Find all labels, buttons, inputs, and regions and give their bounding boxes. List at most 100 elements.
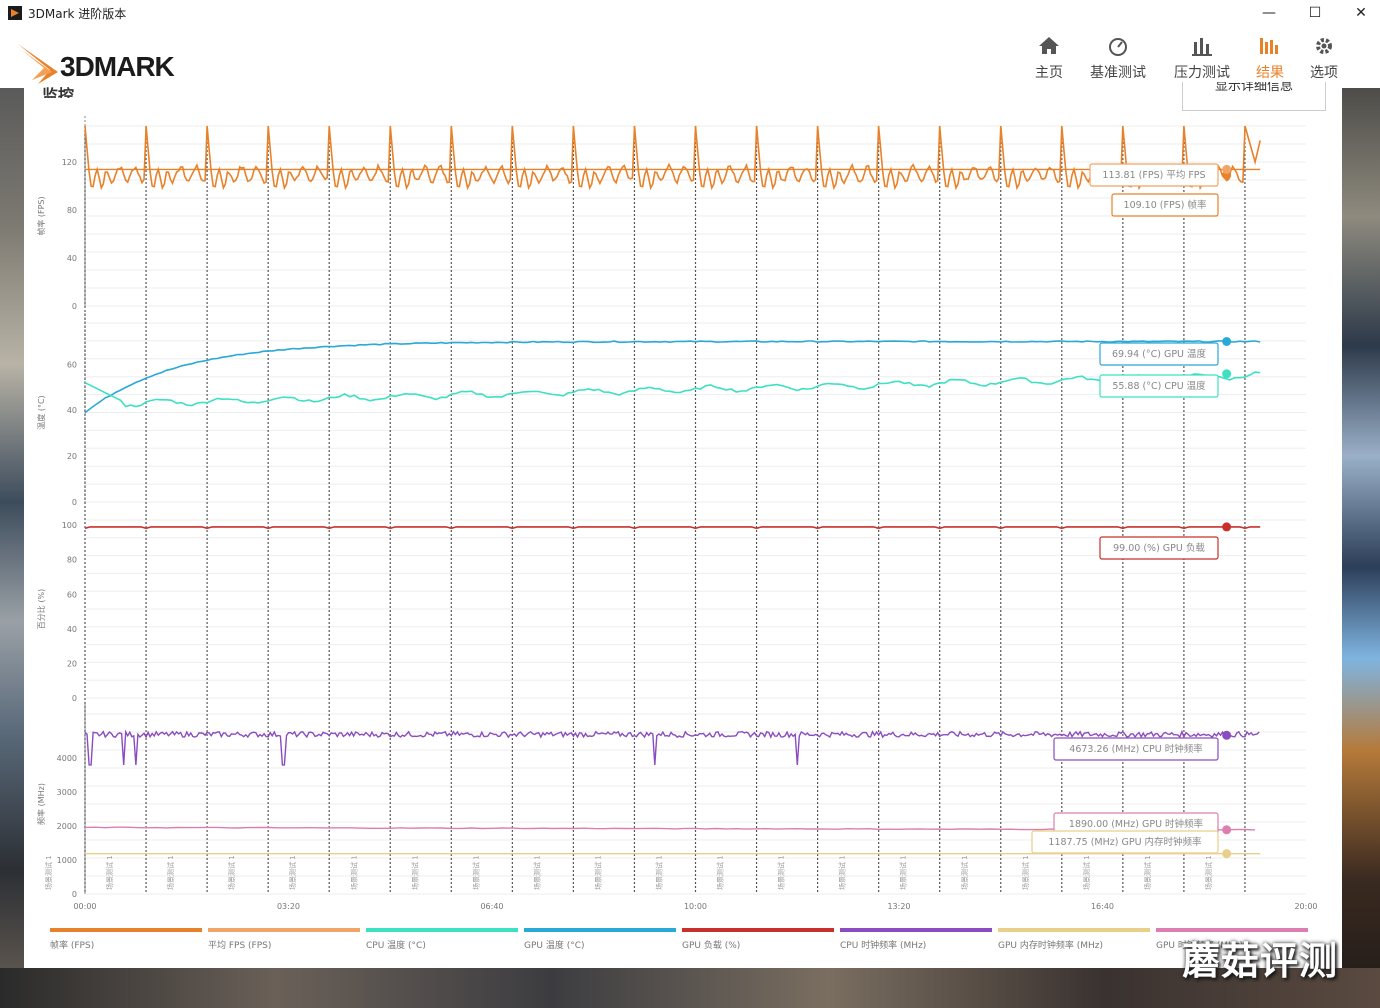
y-tick-label: 3000 — [57, 788, 77, 797]
background-right — [1340, 88, 1380, 1008]
monitoring-chart: 0 40 80 120 帧率 (FPS) 0 20 40 60 温度 (°C) 0 20 40 60 80 1… — [36, 116, 1318, 911]
close-button[interactable]: ✕ — [1355, 5, 1367, 21]
scene-marker-label: 场景测试 1 — [44, 855, 53, 890]
nav-home-label: 主页 — [1035, 65, 1063, 81]
value-label-box — [1099, 536, 1219, 560]
bars-icon — [1192, 38, 1212, 56]
scene-marker-label: 场景测试 1 — [532, 855, 541, 890]
legend-color-bar[interactable] — [208, 928, 360, 932]
legend-color-bar[interactable] — [998, 928, 1150, 932]
value-label-text: 109.10 (FPS) 帧率 — [1124, 199, 1207, 211]
app-header: 3DMARK 主页 基准测试 压力测试 结果 选项 — [0, 26, 1380, 88]
maximize-button[interactable]: ☐ — [1308, 5, 1322, 21]
y-tick-label: 40 — [67, 625, 77, 634]
scene-marker-label: 场景测试 1 — [1143, 855, 1152, 890]
series-end-dot — [1222, 369, 1232, 379]
value-label-box — [1111, 193, 1219, 217]
title-bar: 3DMark 进阶版本 — ☐ ✕ — [0, 0, 1380, 26]
y-tick-label: 0 — [72, 498, 77, 507]
app-icon — [8, 6, 22, 20]
cpu-temp-line — [84, 371, 1261, 408]
value-label-box — [1053, 737, 1219, 761]
scene-marker-label: 场景测试 1 — [105, 855, 114, 890]
background-bottom — [0, 968, 1380, 1008]
scene-marker-label: 场景测试 1 — [1082, 855, 1091, 890]
y-tick-label: 40 — [67, 254, 77, 263]
nav-stress-tests-label: 压力测试 — [1174, 65, 1230, 81]
legend-item-label[interactable]: GPU 温度 (°C) — [524, 941, 585, 951]
scene-marker-label: 场景测试 1 — [410, 855, 419, 890]
value-label-text: 4673.26 (MHz) CPU 时钟频率 — [1069, 743, 1203, 755]
scene-marker-label: 场景测试 1 — [655, 855, 664, 890]
gear-icon — [1316, 38, 1332, 54]
value-label-text: 113.81 (FPS) 平均 FPS — [1102, 169, 1205, 181]
nav-results[interactable]: 结果 — [1254, 34, 1286, 82]
scene-marker-label: 场景测试 1 — [838, 855, 847, 890]
y-tick-label: 80 — [67, 206, 77, 215]
3dmark-logo[interactable]: 3DMARK — [16, 34, 226, 86]
minimize-button[interactable]: — — [1262, 5, 1276, 21]
show-details-button[interactable]: 显示详细信息 — [1182, 82, 1326, 111]
results-panel: 监控 显示详细信息 0 40 80 120 帧率 (FPS) 0 20 40 60 温度 (°C)… — [24, 82, 1342, 968]
legend-item-label[interactable]: CPU 温度 (°C) — [366, 941, 426, 951]
x-tick-label: 10:00 — [684, 902, 707, 911]
home-icon — [1039, 37, 1059, 54]
legend-item-label[interactable]: 帧率 (FPS) — [50, 941, 95, 951]
legend-color-bar[interactable] — [682, 928, 834, 932]
scene-marker-label: 场景测试 1 — [899, 855, 908, 890]
y-tick-label: 120 — [62, 158, 77, 167]
scene-marker-label: 场景测试 1 — [227, 855, 236, 890]
value-label-text: 55.88 (°C) CPU 温度 — [1112, 380, 1206, 392]
x-tick-label: 00:00 — [73, 902, 96, 911]
legend-item-label[interactable]: CPU 时钟频率 (MHz) — [840, 941, 927, 951]
nav-benchmarks[interactable]: 基准测试 — [1088, 34, 1148, 82]
y-tick-label: 20 — [67, 452, 77, 461]
value-label-box — [1099, 374, 1219, 398]
series-end-dot — [1222, 164, 1232, 174]
legend-item-label[interactable]: 平均 FPS (FPS) — [208, 941, 272, 951]
scene-marker-label: 场景测试 1 — [166, 855, 175, 890]
scene-marker-label: 场景测试 1 — [777, 855, 786, 890]
legend-color-bar[interactable] — [524, 928, 676, 932]
legend-item-label[interactable]: GPU 时钟频率 (MHz) — [1156, 941, 1243, 951]
scene-marker-label: 场景测试 1 — [1021, 855, 1030, 890]
series-end-dot — [1222, 336, 1232, 346]
x-tick-label: 06:40 — [480, 902, 503, 911]
series-end-dot — [1222, 522, 1232, 532]
legend-color-bar[interactable] — [840, 928, 992, 932]
value-label-text: 69.94 (°C) GPU 温度 — [1112, 348, 1207, 360]
nav-benchmarks-label: 基准测试 — [1090, 65, 1146, 81]
y-tick-label: 0 — [72, 302, 77, 311]
nav-options-label: 选项 — [1310, 65, 1338, 81]
value-label-box — [1031, 830, 1219, 854]
gpu-load-line — [84, 526, 1261, 530]
nav-options[interactable]: 选项 — [1310, 34, 1338, 82]
value-label-box — [1089, 163, 1219, 187]
legend-color-bar[interactable] — [50, 928, 202, 932]
x-tick-label: 20:00 — [1294, 902, 1317, 911]
series-end-dot — [1222, 825, 1232, 835]
y-axis-label: 温度 (°C) — [36, 395, 46, 429]
cpu-clock-line — [84, 729, 1260, 766]
x-tick-label: 16:40 — [1091, 902, 1114, 911]
nav-home[interactable]: 主页 — [1034, 34, 1064, 82]
legend-color-bar[interactable] — [366, 928, 518, 932]
logo-text: 3DMARK — [60, 51, 175, 82]
y-tick-label: 0 — [72, 694, 77, 703]
y-tick-label: 20 — [67, 659, 77, 668]
y-tick-label: 60 — [67, 590, 77, 599]
y-tick-label: 1000 — [57, 856, 77, 865]
legend-color-bar[interactable] — [1156, 928, 1308, 932]
series-end-dot — [1222, 849, 1232, 859]
legend-item-label[interactable]: GPU 负载 (%) — [682, 941, 741, 951]
y-tick-label: 100 — [62, 521, 77, 530]
nav-stress-tests[interactable]: 压力测试 — [1172, 34, 1232, 82]
y-tick-label: 2000 — [57, 822, 77, 831]
y-tick-label: 80 — [67, 556, 77, 565]
gpu-temp-line — [84, 340, 1261, 414]
legend-item-label[interactable]: GPU 内存时钟频率 (MHz) — [998, 941, 1103, 951]
y-tick-label: 40 — [67, 406, 77, 415]
scene-marker-label: 场景测试 1 — [1204, 855, 1213, 890]
series-end-dot — [1222, 730, 1232, 740]
y-tick-label: 60 — [67, 360, 77, 369]
